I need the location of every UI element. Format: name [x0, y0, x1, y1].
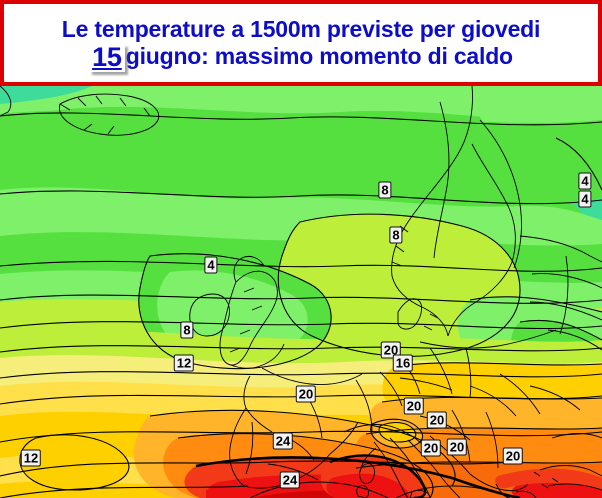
contour-label: 16 — [392, 354, 414, 372]
contour-label: 4 — [578, 190, 592, 208]
title-banner: Le temperature a 1500m previste per giov… — [0, 0, 602, 86]
title-line-2: 15 giugno: massimo momento di caldo — [89, 42, 513, 72]
contour-label: 8 — [180, 321, 194, 339]
contour-label: 12 — [20, 449, 42, 467]
contour-label: 20 — [502, 447, 524, 465]
contour-label: 20 — [403, 397, 425, 415]
contour-label: 4 — [578, 172, 592, 190]
day-number-badge: 15 — [89, 44, 125, 72]
contour-label: 24 — [272, 432, 294, 450]
contour-label: 12 — [173, 354, 195, 372]
contour-label: 8 — [389, 226, 403, 244]
temperature-contour-fill — [0, 86, 602, 498]
title-line-1: Le temperature a 1500m previste per giov… — [61, 16, 541, 42]
contour-label: 20 — [426, 411, 448, 429]
contour-label: 24 — [279, 471, 301, 489]
contour-label: 4 — [204, 256, 218, 274]
title-line-2-text: giugno: massimo momento di caldo — [125, 43, 513, 69]
contour-label: 20 — [380, 341, 402, 359]
contour-label: 20 — [295, 385, 317, 403]
contour-label: 20 — [446, 438, 468, 456]
contour-label: 8 — [378, 181, 392, 199]
contour-label: 20 — [420, 439, 442, 457]
